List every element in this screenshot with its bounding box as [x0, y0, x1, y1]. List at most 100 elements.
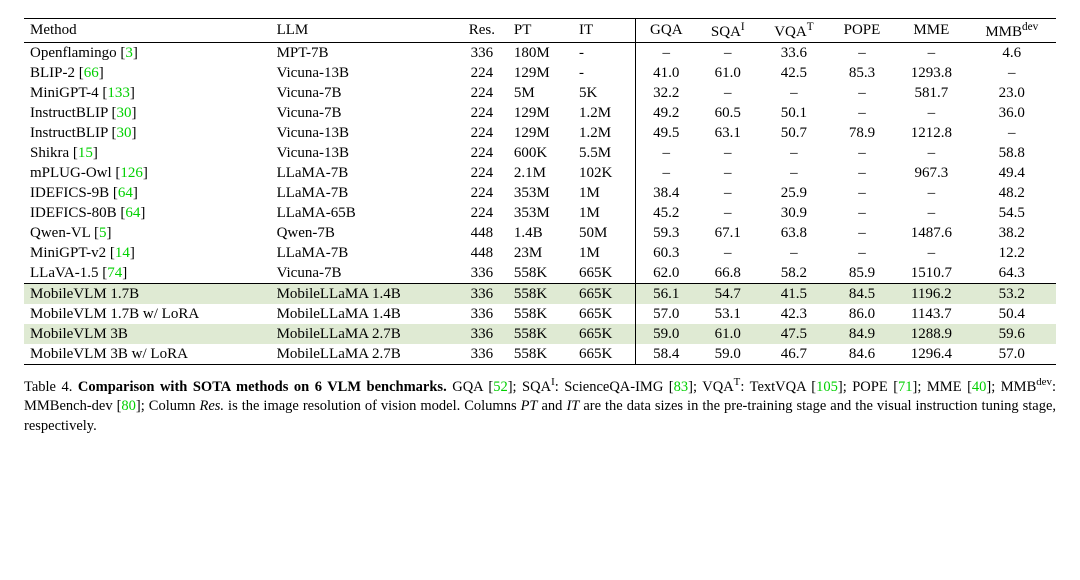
- cell-pope: 84.9: [829, 324, 895, 344]
- cell-gqa: 38.4: [635, 183, 696, 203]
- citation: 30: [117, 105, 132, 121]
- citation: 71: [898, 379, 913, 395]
- cell-vqat: 42.5: [759, 63, 829, 83]
- cell-vqat: 63.8: [759, 223, 829, 243]
- col-method: Method: [24, 19, 271, 43]
- cell-mmb: 48.2: [968, 183, 1056, 203]
- cell-sqa: 61.0: [697, 63, 759, 83]
- cell-res: 224: [456, 203, 508, 223]
- citation: 15: [78, 145, 93, 161]
- cell-pope: 85.9: [829, 263, 895, 284]
- cell-pt: 353M: [508, 203, 573, 223]
- cell-pope: 78.9: [829, 123, 895, 143]
- cell-pt: 1.4B: [508, 223, 573, 243]
- cell-res: 336: [456, 43, 508, 64]
- citation: 74: [107, 265, 122, 281]
- cell-mme: –: [895, 243, 967, 263]
- cell-llm: Vicuna-7B: [271, 263, 456, 284]
- cell-method: MobileVLM 1.7B w/ LoRA: [24, 304, 271, 324]
- cell-sqa: –: [697, 203, 759, 223]
- table-row: BLIP-2 [66]Vicuna-13B224129M-41.061.042.…: [24, 63, 1056, 83]
- cell-sqa: –: [697, 183, 759, 203]
- cell-it: 665K: [573, 324, 635, 344]
- cell-vqat: 33.6: [759, 43, 829, 64]
- cell-llm: LLaMA-7B: [271, 243, 456, 263]
- cell-pt: 353M: [508, 183, 573, 203]
- cell-gqa: –: [635, 43, 696, 64]
- cell-pt: 600K: [508, 143, 573, 163]
- col-llm: LLM: [271, 19, 456, 43]
- cell-method: Qwen-VL [5]: [24, 223, 271, 243]
- citation: 133: [107, 85, 130, 101]
- col-gqa: GQA: [635, 19, 696, 43]
- cell-pope: –: [829, 103, 895, 123]
- cell-llm: LLaMA-7B: [271, 183, 456, 203]
- cell-vqat: –: [759, 143, 829, 163]
- cell-mme: 1293.8: [895, 63, 967, 83]
- cell-gqa: 49.2: [635, 103, 696, 123]
- cell-pt: 558K: [508, 324, 573, 344]
- cell-res: 448: [456, 243, 508, 263]
- cell-mmb: 4.6: [968, 43, 1056, 64]
- citation: 105: [816, 379, 838, 395]
- citation: 52: [493, 379, 508, 395]
- cell-pope: –: [829, 163, 895, 183]
- cell-mmb: 49.4: [968, 163, 1056, 183]
- table-row: MobileVLM 1.7B w/ LoRAMobileLLaMA 1.4B33…: [24, 304, 1056, 324]
- cell-it: 102K: [573, 163, 635, 183]
- table-body: Openflamingo [3]MPT-7B336180M-––33.6––4.…: [24, 43, 1056, 365]
- cell-sqa: –: [697, 83, 759, 103]
- cell-pt: 558K: [508, 284, 573, 305]
- cell-sqa: –: [697, 163, 759, 183]
- cell-method: InstructBLIP [30]: [24, 103, 271, 123]
- cell-mme: 1196.2: [895, 284, 967, 305]
- table-row: mPLUG-Owl [126]LLaMA-7B2242.1M102K––––96…: [24, 163, 1056, 183]
- cell-res: 224: [456, 123, 508, 143]
- col-pt: PT: [508, 19, 573, 43]
- cell-it: 665K: [573, 284, 635, 305]
- cell-mmb: 12.2: [968, 243, 1056, 263]
- col-it: IT: [573, 19, 635, 43]
- cell-it: 1M: [573, 203, 635, 223]
- cell-method: LLaVA-1.5 [74]: [24, 263, 271, 284]
- cell-method: MiniGPT-v2 [14]: [24, 243, 271, 263]
- cell-it: -: [573, 43, 635, 64]
- citation: 126: [120, 165, 143, 181]
- cell-llm: Vicuna-13B: [271, 63, 456, 83]
- cell-sqa: 60.5: [697, 103, 759, 123]
- cell-mmb: 50.4: [968, 304, 1056, 324]
- table-row: IDEFICS-80B [64]LLaMA-65B224353M1M45.2–3…: [24, 203, 1056, 223]
- results-table-wrap: MethodLLMRes.PTITGQASQAIVQATPOPEMMEMMBde…: [24, 18, 1056, 365]
- cell-sqa: 59.0: [697, 344, 759, 365]
- cell-it: 1M: [573, 243, 635, 263]
- col-vqat: VQAT: [759, 19, 829, 43]
- table-caption: Table 4. Comparison with SOTA methods on…: [24, 375, 1056, 437]
- citation: 83: [674, 379, 689, 395]
- table-row: Qwen-VL [5]Qwen-7B4481.4B50M59.367.163.8…: [24, 223, 1056, 243]
- cell-sqa: 67.1: [697, 223, 759, 243]
- cell-llm: Vicuna-7B: [271, 103, 456, 123]
- cell-method: InstructBLIP [30]: [24, 123, 271, 143]
- cell-mmb: 23.0: [968, 83, 1056, 103]
- cell-sqa: –: [697, 43, 759, 64]
- cell-vqat: 25.9: [759, 183, 829, 203]
- cell-pt: 129M: [508, 63, 573, 83]
- cell-pope: –: [829, 223, 895, 243]
- cell-llm: Vicuna-13B: [271, 143, 456, 163]
- cell-pt: 180M: [508, 43, 573, 64]
- table-row: MiniGPT-4 [133]Vicuna-7B2245M5K32.2–––58…: [24, 83, 1056, 103]
- citation: 80: [121, 398, 136, 414]
- cell-mme: 581.7: [895, 83, 967, 103]
- cell-llm: Vicuna-13B: [271, 123, 456, 143]
- cell-pt: 5M: [508, 83, 573, 103]
- cell-res: 224: [456, 163, 508, 183]
- cell-vqat: –: [759, 83, 829, 103]
- cell-method: MobileVLM 3B w/ LoRA: [24, 344, 271, 365]
- cell-method: IDEFICS-9B [64]: [24, 183, 271, 203]
- cell-mmb: 64.3: [968, 263, 1056, 284]
- cell-sqa: 66.8: [697, 263, 759, 284]
- cell-pope: –: [829, 183, 895, 203]
- cell-pope: –: [829, 203, 895, 223]
- cell-mme: 1296.4: [895, 344, 967, 365]
- cell-res: 224: [456, 63, 508, 83]
